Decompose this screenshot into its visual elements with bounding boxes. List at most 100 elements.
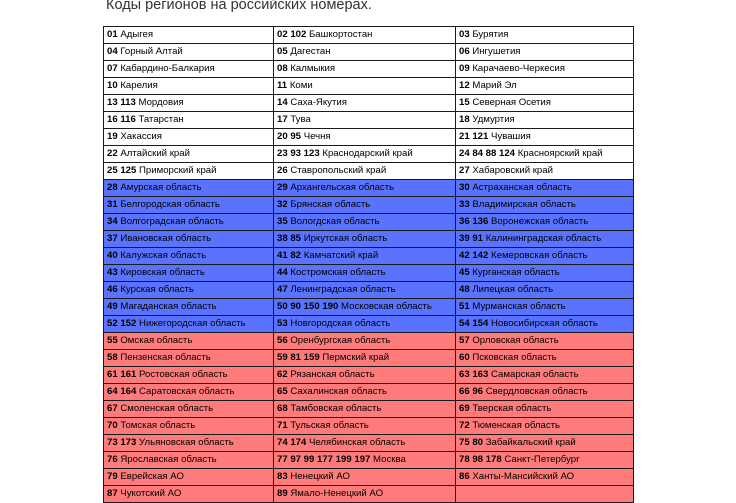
region-name: Кабардино-Балкария [120, 63, 215, 74]
region-name: Тверская область [472, 403, 552, 414]
region-code: 67 [107, 403, 118, 414]
region-cell: 19 Хакассия [103, 128, 274, 146]
region-code: 28 [107, 182, 118, 193]
region-code: 15 [459, 97, 470, 108]
table-row: 46 Курская область 47 Ленинградская облас… [103, 281, 634, 299]
region-cell: 53 Новгородская область [273, 315, 456, 333]
region-name: Саха-Якутия [290, 97, 347, 108]
region-cell: 37 Ивановская область [103, 230, 274, 248]
region-cell: 17 Тува [273, 111, 456, 129]
table-row: 13 113 Мордовия 14 Саха-Якутия 15 Северная… [103, 94, 634, 112]
region-name: Калининградская область [485, 233, 602, 244]
region-code: 29 [277, 182, 288, 193]
region-cell: 02 102 Башкортостан [273, 26, 456, 44]
table-row: 79 Еврейская АО 83 Ненецкий АО 86 Ханты-Ма… [103, 468, 634, 486]
region-name: Удмуртия [472, 114, 515, 125]
region-cell: 34 Волгоградская область [103, 213, 274, 231]
region-name: Коми [289, 80, 313, 91]
table-row: 43 Кировская область 44 Костромская облас… [103, 264, 634, 282]
region-cell: 58 Пензенская область [103, 349, 274, 367]
region-code: 41 82 [277, 250, 302, 261]
region-cell: 03 Бурятия [455, 26, 634, 44]
region-cell: 87 Чукотский АО [103, 485, 274, 503]
region-code: 56 [277, 335, 288, 346]
region-code: 68 [277, 403, 288, 414]
region-name: Ульяновская область [139, 437, 234, 448]
region-code: 65 [277, 386, 288, 397]
region-name: Саратовская область [139, 386, 235, 397]
region-cell: 65 Сахалинская область [273, 383, 456, 401]
region-code: 49 [107, 301, 118, 312]
region-code: 54 154 [459, 318, 489, 329]
region-cell: 23 93 123 Краснодарский край [273, 145, 456, 163]
region-name: Мордовия [138, 97, 184, 108]
region-name: Костромская область [290, 267, 386, 278]
region-name: Белгородская область [120, 199, 220, 210]
table-row: 37 Ивановская область 38 85 Иркутская обл… [103, 230, 634, 248]
region-code: 64 164 [107, 386, 137, 397]
region-code: 51 [459, 301, 470, 312]
table-row: 40 Калужская область 41 82 Камчатский кра… [103, 247, 634, 265]
region-cell: 73 173 Ульяновская область [103, 434, 274, 452]
region-cell: 69 Тверская область [455, 400, 634, 418]
region-cell: 41 82 Камчатский край [273, 247, 456, 265]
region-code: 37 [107, 233, 118, 244]
region-cell: 20 95 Чечня [273, 128, 456, 146]
region-name: Приморский край [139, 165, 217, 176]
region-cell: 49 Магаданская область [103, 298, 274, 316]
region-code: 07 [107, 63, 118, 74]
region-code: 18 [459, 114, 470, 125]
region-name: Мурманская область [472, 301, 566, 312]
region-code: 59 81 159 [277, 352, 320, 363]
table-row: 76 Ярославская область 77 97 99 177 199 1… [103, 451, 634, 469]
region-code: 14 [277, 97, 288, 108]
region-cell: 48 Липецкая область [455, 281, 634, 299]
region-name: Тува [290, 114, 311, 125]
table-row: 49 Магаданская область 50 90 150 190 Моск… [103, 298, 634, 316]
page-title: Коды регионов на российских номерах. [106, 0, 372, 13]
region-cell: 09 Карачаево-Черкесия [455, 60, 634, 78]
region-cell: 74 174 Челябинская область [273, 434, 456, 452]
region-cell: 76 Ярославская область [103, 451, 274, 469]
region-code: 60 [459, 352, 470, 363]
region-cell: 46 Курская область [103, 281, 274, 299]
region-code: 45 [459, 267, 470, 278]
region-name: Хабаровский край [472, 165, 553, 176]
region-code: 13 113 [107, 97, 136, 108]
region-cell: 78 98 178 Санкт-Петербург [455, 451, 634, 469]
region-cell: 26 Ставропольский край [273, 162, 456, 180]
region-code: 53 [277, 318, 288, 329]
region-cell: 14 Саха-Якутия [273, 94, 456, 112]
region-code: 89 [277, 488, 288, 499]
region-name: Псковская область [472, 352, 557, 363]
region-code: 02 102 [277, 29, 307, 40]
region-code: 83 [277, 471, 288, 482]
region-name: Амурская область [120, 182, 202, 193]
region-cell: 35 Вологдская область [273, 213, 456, 231]
table-row: 61 161 Ростовская область 62 Рязанская об… [103, 366, 634, 384]
region-cell: 06 Ингушетия [455, 43, 634, 61]
region-code: 25 125 [107, 165, 137, 176]
region-code: 42 142 [459, 250, 489, 261]
region-code: 77 97 99 177 199 197 [277, 454, 371, 465]
region-name: Адыгея [120, 29, 154, 40]
region-code: 35 [277, 216, 288, 227]
region-name: Сахалинская область [290, 386, 387, 397]
region-cell: 89 Ямало-Ненецкий АО [273, 485, 456, 503]
region-name: Пензенская область [120, 352, 211, 363]
region-code: 66 96 [459, 386, 484, 397]
region-cell: 15 Северная Осетия [455, 94, 634, 112]
region-cell: 12 Марий Эл [455, 77, 634, 95]
region-cell: 55 Омская область [103, 332, 274, 350]
table-row: 04 Горный Алтай 05 Дагестан 06 Ингушетия [103, 43, 634, 61]
region-cell: 47 Ленинградская область [273, 281, 456, 299]
region-cell: 27 Хабаровский край [455, 162, 634, 180]
region-cell: 59 81 159 Пермский край [273, 349, 456, 367]
region-cell: 42 142 Кемеровская область [455, 247, 634, 265]
region-cell: 25 125 Приморский край [103, 162, 274, 180]
region-code: 12 [459, 80, 470, 91]
region-name: Хакассия [120, 131, 162, 142]
region-code: 21 121 [459, 131, 489, 142]
region-name: Архангельская область [290, 182, 395, 193]
region-name: Липецкая область [472, 284, 554, 295]
